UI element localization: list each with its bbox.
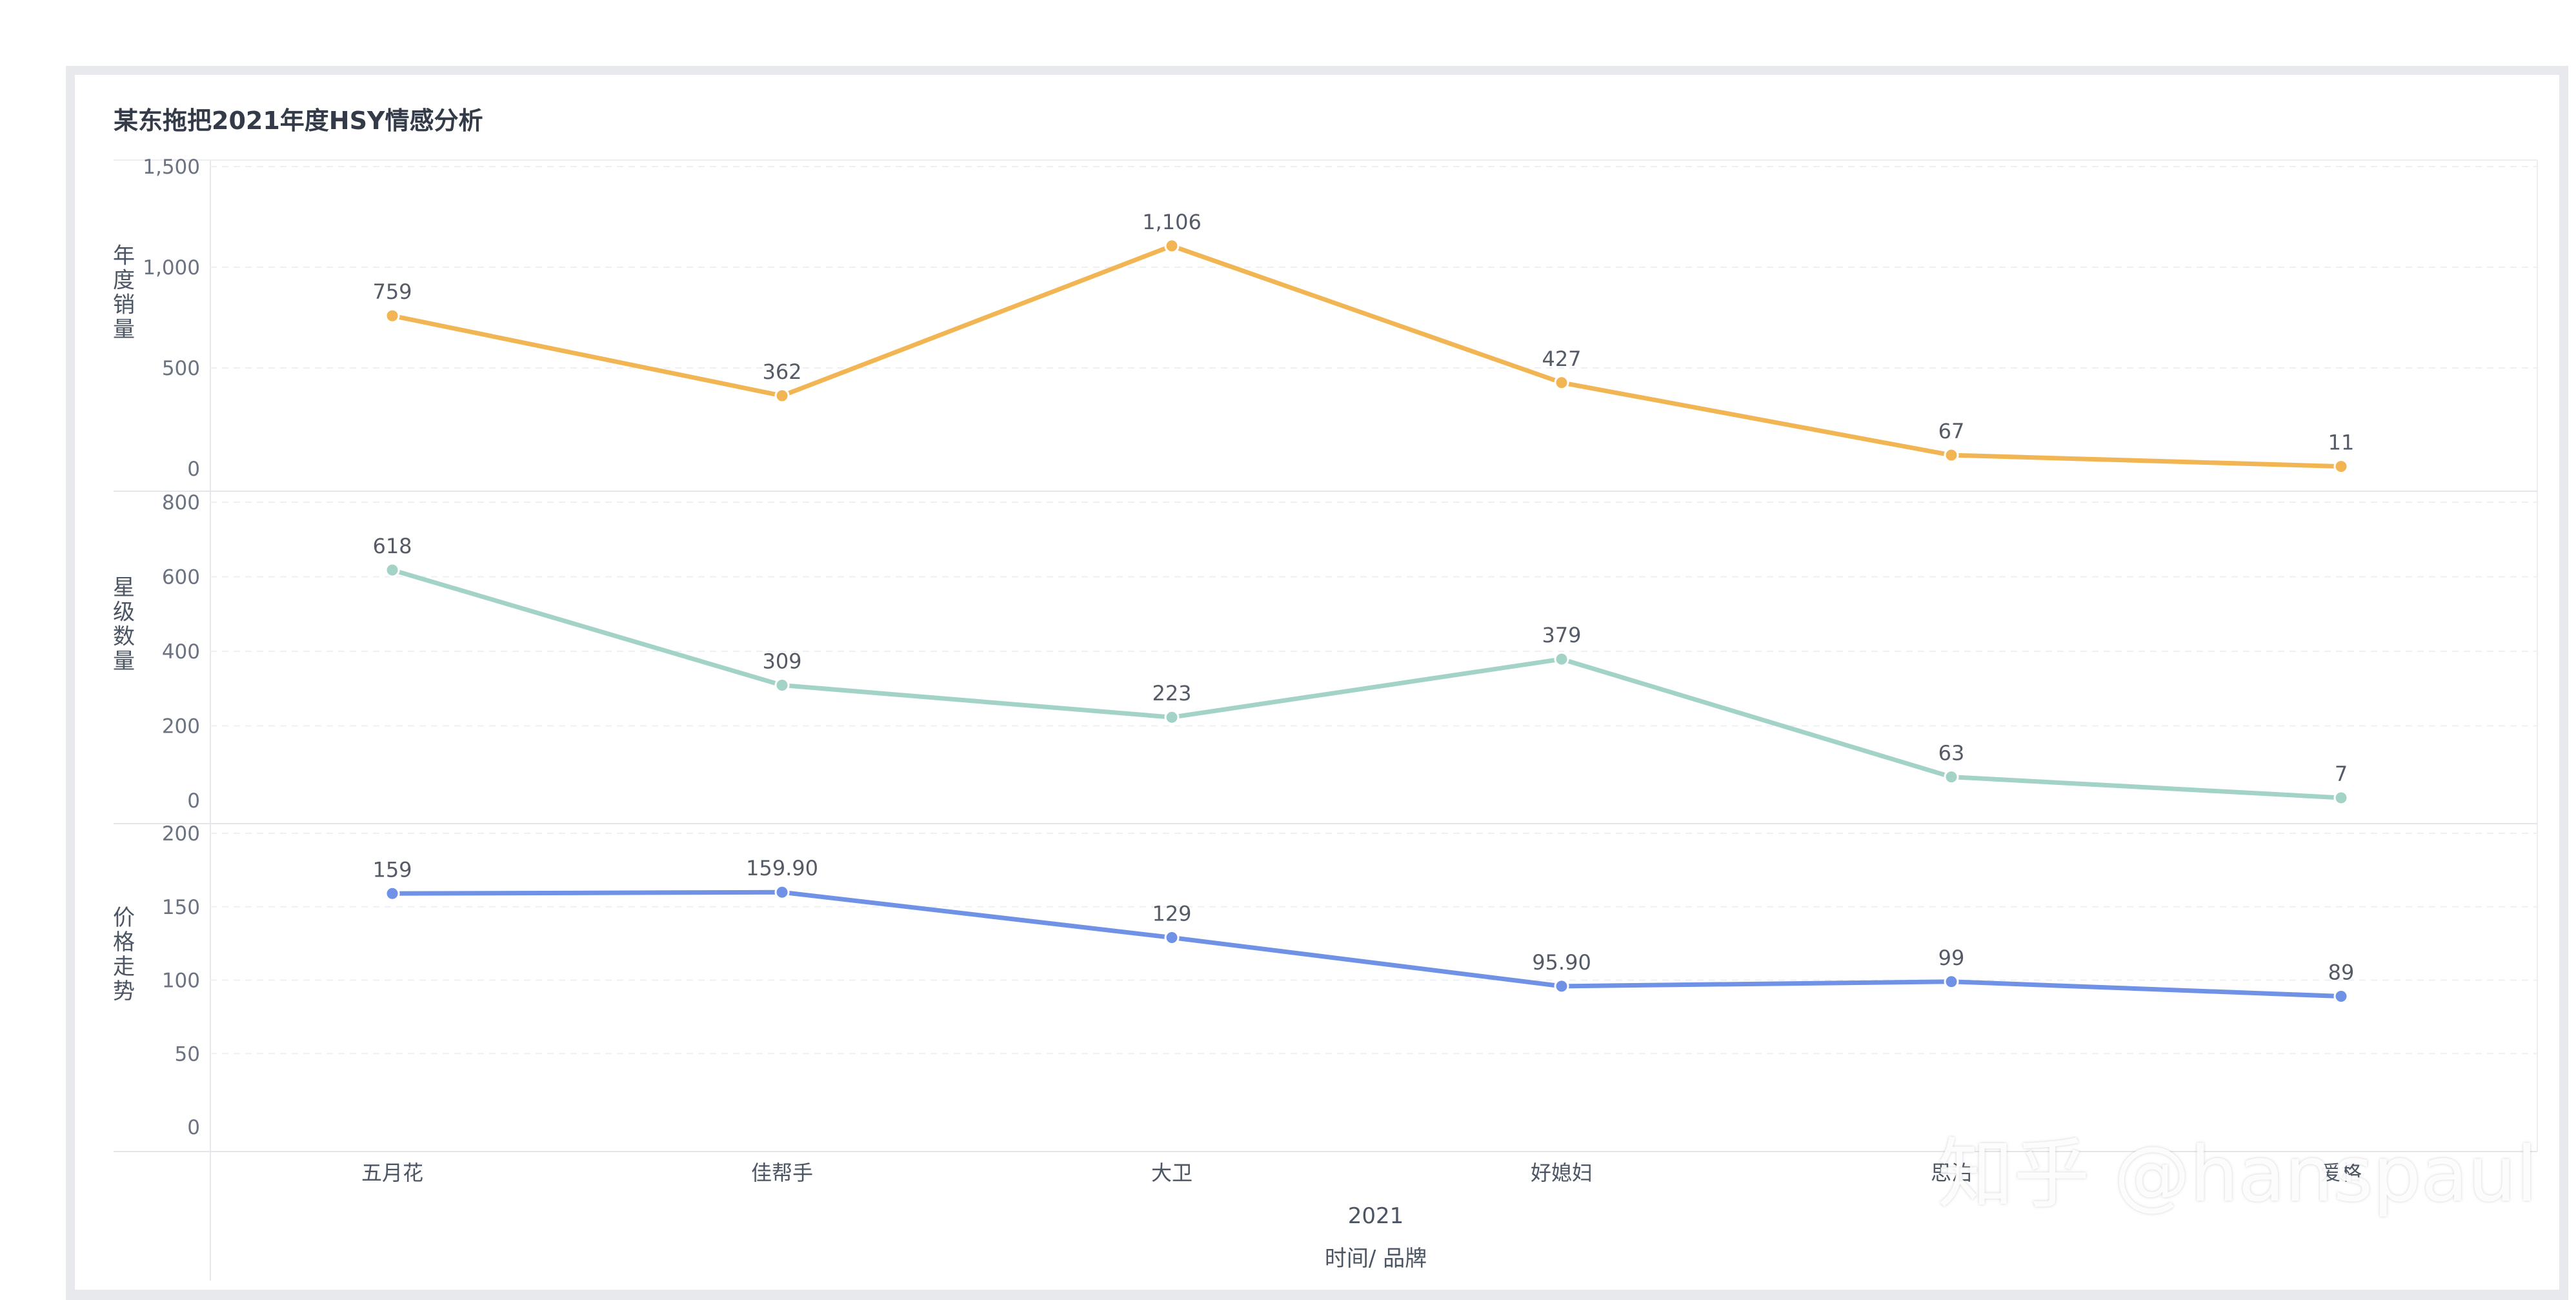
data-point [774, 678, 790, 693]
data-point [1944, 769, 1959, 785]
data-label: 309 [762, 649, 801, 674]
data-label: 11 [2328, 431, 2355, 455]
y-tick-label: 200 [162, 715, 200, 738]
data-label: 63 [1938, 741, 1965, 766]
data-label: 427 [1542, 347, 1581, 371]
y-tick-label: 0 [187, 458, 200, 481]
watermark: 知乎 @hanspaul [1937, 1130, 2537, 1219]
x-tick-label: 五月花 [361, 1161, 423, 1185]
data-label: 89 [2328, 960, 2355, 985]
data-point [1944, 447, 1959, 463]
data-point [2333, 989, 2349, 1004]
data-point [2333, 459, 2349, 474]
y-tick-label: 200 [162, 822, 200, 846]
data-point [1164, 930, 1180, 946]
chart-title: 某东拖把2021年度HSY情感分析 [114, 107, 483, 135]
x-axis-label: 时间/ 品牌 [1325, 1246, 1427, 1272]
data-point [1554, 651, 1569, 667]
y-tick-label: 150 [162, 896, 200, 919]
x-tick-label: 大卫 [1151, 1161, 1192, 1185]
data-point [1554, 979, 1569, 994]
x-tick-label: 思泊 [1931, 1161, 1972, 1185]
x-group-label: 2021 [1348, 1203, 1404, 1229]
y-axis-label: 星级数量 [113, 575, 135, 675]
data-label: 618 [372, 534, 412, 558]
data-label: 759 [372, 279, 412, 304]
data-label: 1,106 [1142, 210, 1202, 234]
data-point [385, 886, 400, 901]
data-label: 99 [1938, 946, 1965, 970]
data-point [2333, 790, 2349, 806]
y-tick-label: 400 [162, 640, 200, 664]
y-tick-label: 100 [162, 970, 200, 993]
y-axis-label: 年度销量 [113, 243, 135, 343]
data-label: 159 [372, 857, 412, 882]
data-point [385, 308, 400, 323]
data-label: 362 [762, 360, 801, 384]
data-label: 159.90 [746, 856, 818, 880]
data-point [1164, 709, 1180, 725]
chart-frame: 某东拖把2021年度HSY情感分析 0 500 1,000 1,500 年度销量 759 3… [66, 66, 2568, 1300]
y-axis-label: 价格走势 [113, 905, 135, 1004]
y-tick-label: 0 [187, 789, 200, 813]
y-tick-label: 1,000 [143, 256, 200, 279]
series-line [390, 889, 2344, 999]
data-point [385, 562, 400, 578]
data-label: 67 [1938, 419, 1965, 443]
data-label: 7 [2335, 762, 2348, 786]
y-tick-label: 1,500 [143, 156, 200, 179]
data-point [1554, 375, 1569, 391]
series-line [390, 243, 2344, 469]
y-tick-label: 800 [162, 491, 200, 514]
data-label: 95.90 [1532, 950, 1591, 975]
data-point [774, 884, 790, 900]
y-tick-label: 0 [187, 1116, 200, 1139]
y-tick-label: 50 [175, 1042, 200, 1066]
x-tick-label: 佳帮手 [751, 1161, 813, 1185]
y-tick-label: 500 [162, 357, 200, 380]
data-label: 379 [1542, 623, 1581, 647]
data-point [1944, 974, 1959, 990]
y-tick-label: 600 [162, 566, 200, 589]
chart-card: 某东拖把2021年度HSY情感分析 0 500 1,000 1,500 年度销量 759 3… [75, 75, 2559, 1290]
data-label: 129 [1152, 902, 1191, 926]
data-point [1164, 238, 1180, 254]
x-tick-label: 好媳妇 [1531, 1161, 1593, 1185]
series-line [390, 567, 2344, 800]
data-label: 223 [1152, 681, 1191, 706]
x-tick-label: 爱格 [2320, 1161, 2362, 1185]
data-point [774, 388, 790, 403]
